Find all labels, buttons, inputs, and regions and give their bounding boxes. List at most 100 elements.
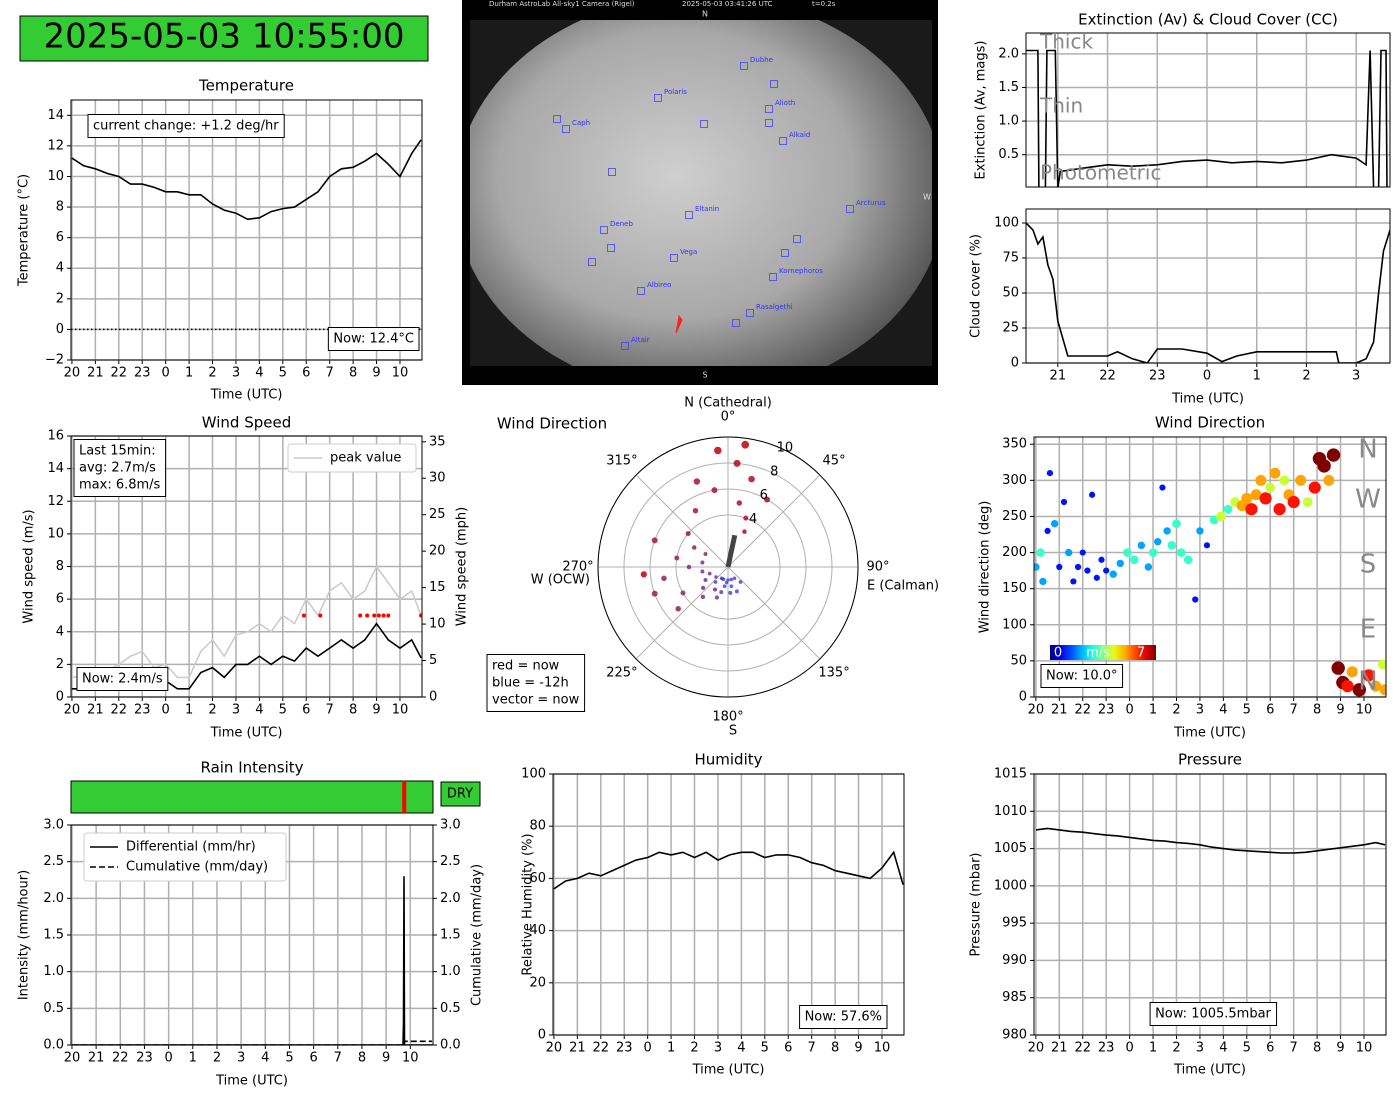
scatter-point (1070, 578, 1077, 585)
wind-point (714, 575, 718, 579)
y-tick-label: 0.5 (998, 147, 1019, 162)
x-axis-label: Time (UTC) (210, 726, 283, 741)
wind-point (724, 580, 729, 585)
plot-frame (1033, 436, 1387, 698)
line-series (1026, 49, 1388, 187)
scatter-point (1302, 497, 1313, 507)
scatter-point (1089, 491, 1096, 498)
zone-label: Thin (1039, 94, 1083, 118)
y-tick-label: 16 (47, 429, 64, 444)
scatter-point (1241, 492, 1253, 504)
scatter-point (1137, 541, 1146, 550)
y2-tick-label: 10 (429, 617, 446, 632)
scatter-point (1341, 680, 1354, 693)
x-tick-label: 9 (382, 1051, 390, 1066)
star-marker (607, 244, 615, 252)
star-marker (770, 80, 778, 88)
x-tick-label: 3 (232, 703, 240, 718)
theta-tick-label: 90° (866, 560, 889, 575)
x-tick-label: 10 (1356, 1041, 1373, 1056)
x-tick-label: 1 (1253, 369, 1261, 384)
theta-tick-label: 225° (606, 666, 637, 681)
x-tick-label: 6 (309, 1051, 317, 1066)
y2-tick-label: 1.0 (440, 964, 461, 979)
annotation: Now: 12.4°C (333, 332, 414, 347)
scatter-point (1370, 680, 1382, 692)
gust-marker (419, 613, 422, 618)
gust-marker (376, 613, 381, 618)
polar-spoke (727, 474, 821, 568)
annotation: Now: 2.4m/s (82, 672, 163, 687)
x-tick-label: 2 (1302, 369, 1310, 384)
star-marker (621, 342, 629, 350)
colorbar-min: 0 (1054, 646, 1062, 661)
y-tick-label: 985 (1002, 990, 1027, 1005)
x-tick-label: 1 (185, 366, 193, 381)
scatter-point (1250, 489, 1262, 501)
x-tick-label: 7 (326, 366, 334, 381)
x-tick-label: 0 (1125, 1041, 1133, 1056)
scatter-point (1326, 448, 1341, 462)
wind-point (738, 580, 743, 584)
x-tick-label: 23 (134, 703, 151, 718)
y-axis-label: Temperature (°C) (17, 174, 32, 287)
scatter-point (1046, 470, 1054, 477)
plot-frame (70, 824, 434, 1046)
scatter-point (1176, 548, 1186, 557)
x-tick-label: 23 (1149, 369, 1166, 384)
y-tick-label: 14 (47, 108, 64, 123)
wind-point (719, 590, 724, 595)
x-tick-label: 8 (831, 1041, 839, 1056)
plot-frame (1033, 773, 1387, 1036)
star-label: Caph (572, 119, 590, 127)
clock: 2025-05-03 10:55:00 (43, 17, 404, 57)
wind-point (691, 545, 697, 550)
x-tick-label: 5 (761, 1041, 769, 1056)
star-marker (670, 254, 678, 262)
chart-title: Rain Intensity (200, 759, 303, 777)
x-tick-label: 23 (616, 1041, 633, 1056)
star-label: Albireo (647, 281, 671, 289)
scatter-point (1377, 659, 1386, 670)
annotation: max: 6.8m/s (79, 478, 161, 493)
y2-tick-label: 30 (429, 471, 446, 486)
scatter-point (1323, 474, 1335, 486)
compass-label: E (1360, 615, 1376, 645)
x-tick-label: 4 (255, 366, 263, 381)
y-tick-label: 20 (529, 975, 546, 990)
annotation-box (73, 439, 167, 497)
y2-tick-label: 2.5 (440, 854, 461, 869)
scatter-point (1036, 548, 1045, 557)
star-marker (793, 235, 801, 243)
y2-tick-label: 2.0 (440, 891, 461, 906)
plot-frame (70, 99, 423, 361)
line-series (553, 850, 904, 890)
annotation: blue = -12h (492, 676, 569, 691)
star-marker (553, 115, 561, 123)
y-tick-label: 100 (994, 216, 1019, 231)
x-tick-label: 21 (1051, 703, 1068, 718)
y-tick-label: 2 (56, 657, 64, 672)
x-tick-label: 3 (1196, 1041, 1204, 1056)
x-tick-label: 4 (261, 1051, 269, 1066)
star-marker (740, 62, 748, 70)
line-series (71, 139, 422, 221)
y-tick-label: 1015 (994, 767, 1027, 782)
wind-point (640, 571, 647, 578)
wind-point (703, 552, 708, 556)
plot-area (1026, 49, 1388, 187)
scatter-point (1295, 474, 1307, 486)
scatter-point (1116, 559, 1124, 568)
rain-status-label: DRY (447, 787, 473, 802)
y2-tick-label: 15 (429, 580, 446, 595)
scatter-point (1074, 563, 1082, 571)
plot-frame (1025, 208, 1391, 364)
plot-area (1026, 222, 1390, 363)
x-tick-label: 0 (162, 703, 170, 718)
line-series (72, 876, 432, 1045)
y-tick-label: 200 (1002, 545, 1027, 560)
scatter-point (1060, 498, 1068, 506)
y-tick-label: 250 (1002, 509, 1027, 524)
y-tick-label: 75 (1002, 251, 1019, 266)
